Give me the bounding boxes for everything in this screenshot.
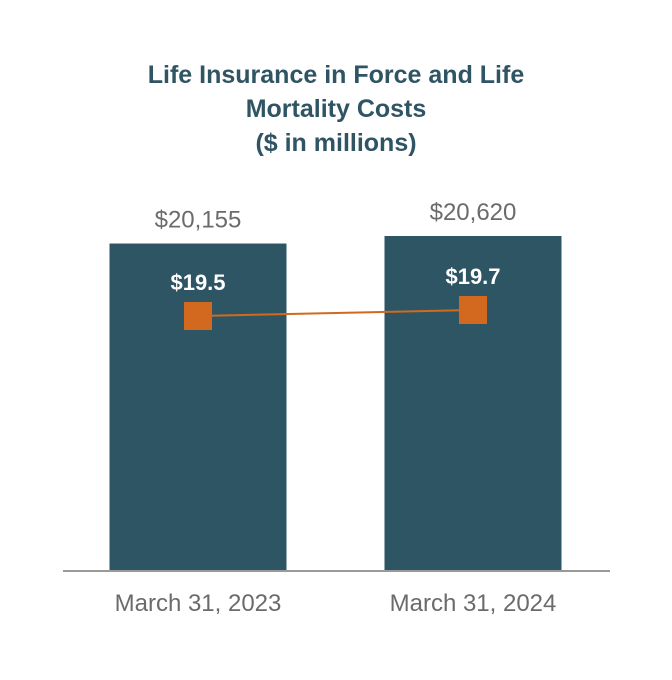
line-value-label-1: $19.5 bbox=[170, 270, 225, 295]
bar-value-label-2: $20,620 bbox=[430, 199, 517, 226]
bar-1 bbox=[109, 243, 287, 570]
x-tick-label-1: March 31, 2023 bbox=[115, 590, 282, 617]
line-marker-1 bbox=[184, 302, 212, 330]
chart-title-line-3: ($ in millions) bbox=[255, 129, 417, 157]
line-series bbox=[184, 296, 487, 330]
line-marker-2 bbox=[459, 296, 487, 324]
bar-value-label-1: $20,155 bbox=[155, 207, 242, 234]
line-series-path bbox=[197, 309, 474, 317]
chart-title: Life Insurance in Force and Life Mortali… bbox=[0, 58, 672, 160]
bar-value-labels: $20,155 $20,620 bbox=[155, 199, 517, 234]
x-axis-tick-labels: March 31, 2023 March 31, 2024 bbox=[115, 590, 557, 617]
bar-series bbox=[109, 236, 562, 570]
line-value-label-2: $19.7 bbox=[445, 264, 500, 289]
bar-2 bbox=[384, 236, 562, 570]
line-value-labels: $19.5 $19.7 bbox=[170, 264, 500, 295]
x-tick-label-2: March 31, 2024 bbox=[390, 590, 557, 617]
chart-title-line-1: Life Insurance in Force and Life bbox=[147, 61, 525, 89]
chart-title-line-2: Mortality Costs bbox=[245, 95, 427, 123]
